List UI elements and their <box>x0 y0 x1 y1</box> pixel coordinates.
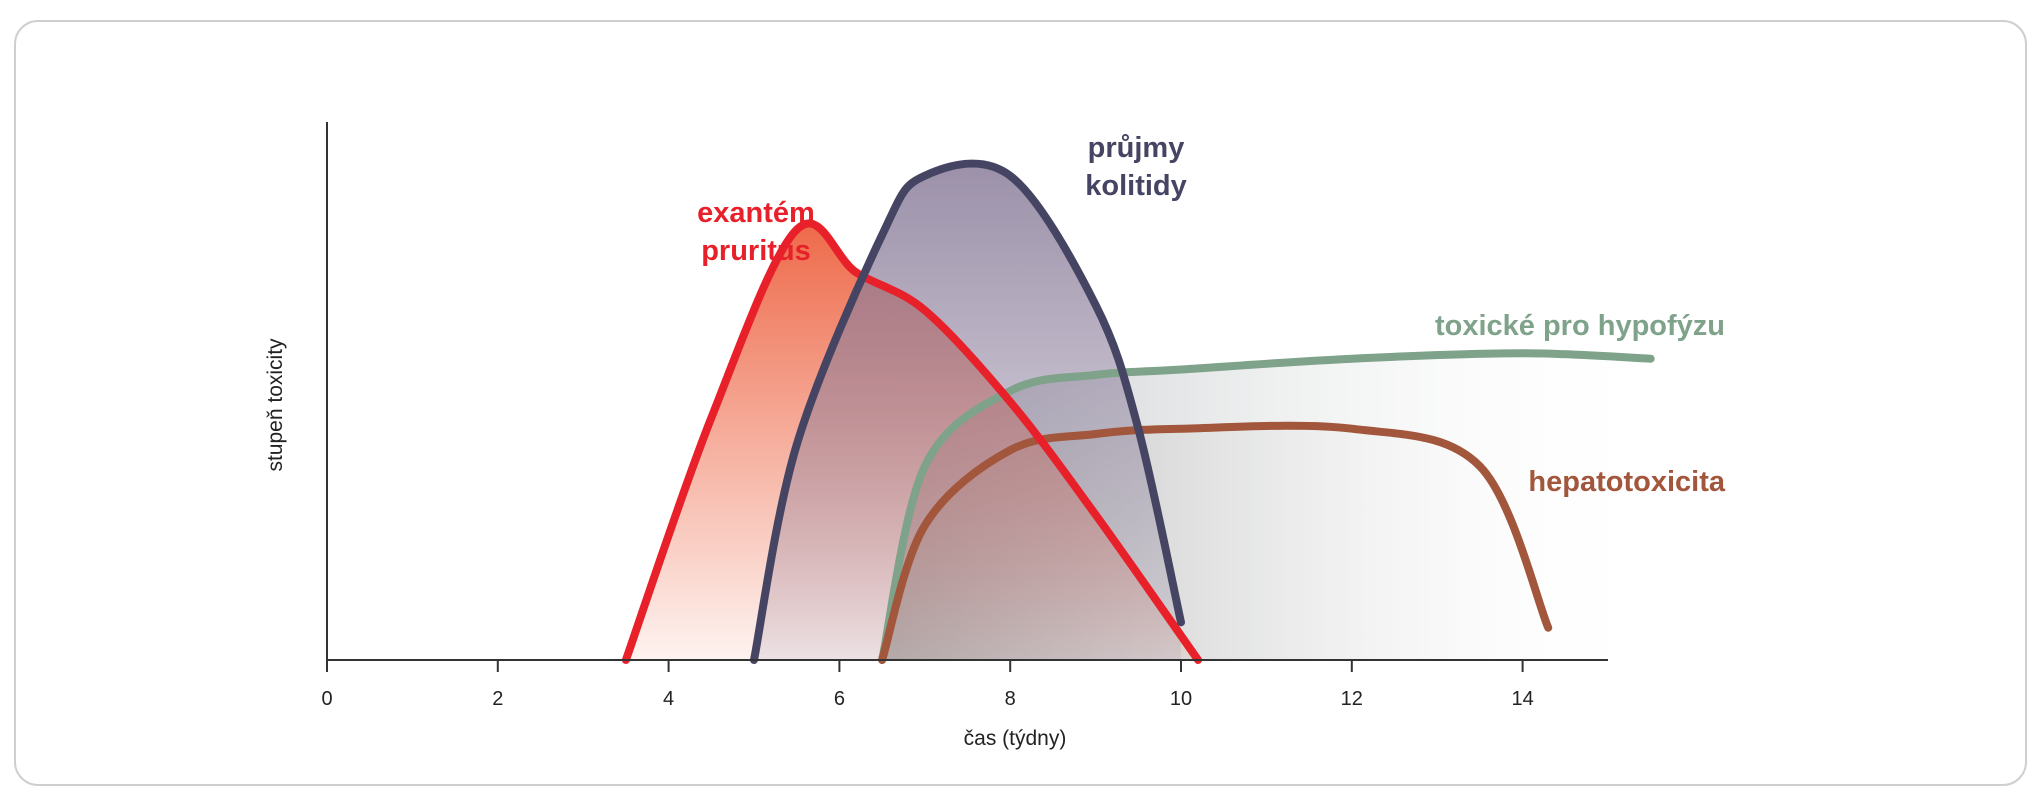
series-label-hepatotoxicita: hepatotoxicita <box>1528 466 1725 498</box>
y-axis-title: stupeň toxicity <box>264 338 287 472</box>
x-tick-label: 0 <box>321 688 332 710</box>
x-tick-label: 4 <box>663 688 674 710</box>
series-line-hepatotoxicita <box>878 421 1553 664</box>
series-line-prujmy <box>750 159 1185 664</box>
x-axis-title: čas (týdny) <box>964 727 1067 750</box>
x-tick-label: 8 <box>1005 688 1016 710</box>
x-tick-label: 2 <box>492 688 503 710</box>
series-line-hypofyza <box>878 349 1655 664</box>
series-label-prujmy: průjmy kolitidy <box>1085 132 1187 202</box>
x-tick-label: 6 <box>834 688 845 710</box>
x-tick-label: 14 <box>1511 688 1533 710</box>
x-tick-label: 10 <box>1170 688 1192 710</box>
series-label-hypofyza: toxické pro hypofýzu <box>1435 310 1725 342</box>
series-line-exantem <box>621 219 1203 664</box>
series-label-exantem: exantém pruritus <box>697 197 815 267</box>
x-tick-label: 12 <box>1341 688 1363 710</box>
